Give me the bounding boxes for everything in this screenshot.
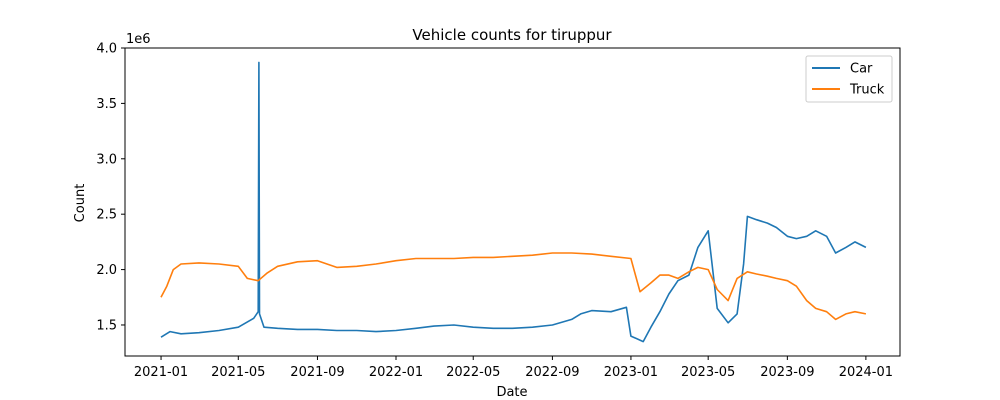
x-axis-label: Date xyxy=(496,385,527,400)
x-tick-label: 2023-09 xyxy=(760,365,814,380)
x-tick-label: 2021-05 xyxy=(211,365,265,380)
legend: Car Truck xyxy=(805,55,893,103)
x-tick-label: 2023-05 xyxy=(681,365,735,380)
x-tick-label: 2021-01 xyxy=(134,365,188,380)
legend-label-car: Car xyxy=(850,62,873,77)
y-tick-label: 1.5 xyxy=(96,318,117,333)
y-tick-label: 3.5 xyxy=(96,97,117,112)
chart-title: Vehicle counts for tiruppur xyxy=(412,26,612,44)
x-tick-label: 2022-09 xyxy=(525,365,579,380)
x-tick-label: 2021-09 xyxy=(290,365,344,380)
y-tick-label: 2.0 xyxy=(96,263,117,278)
x-tick-label: 2023-01 xyxy=(604,365,658,380)
y-tick-label: 4.0 xyxy=(96,42,117,57)
plot-frame xyxy=(124,47,901,357)
y-tick-label: 2.5 xyxy=(96,208,117,223)
x-tick-label: 2022-01 xyxy=(369,365,423,380)
y-tick-label: 3.0 xyxy=(96,152,117,167)
plot-area: 1.5 2.0 2.5 3.0 3.5 4.0 2021-01 2021-05 2021-09 2… xyxy=(96,42,901,380)
x-tick-label: 2024-01 xyxy=(839,365,893,380)
x-tick-label: 2022-05 xyxy=(446,365,500,380)
y-axis-label: Count xyxy=(73,184,88,223)
legend-label-truck: Truck xyxy=(849,83,885,98)
y-axis-multiplier: 1e6 xyxy=(126,32,151,47)
series-line-car xyxy=(160,61,867,343)
series-line-truck xyxy=(160,252,867,321)
